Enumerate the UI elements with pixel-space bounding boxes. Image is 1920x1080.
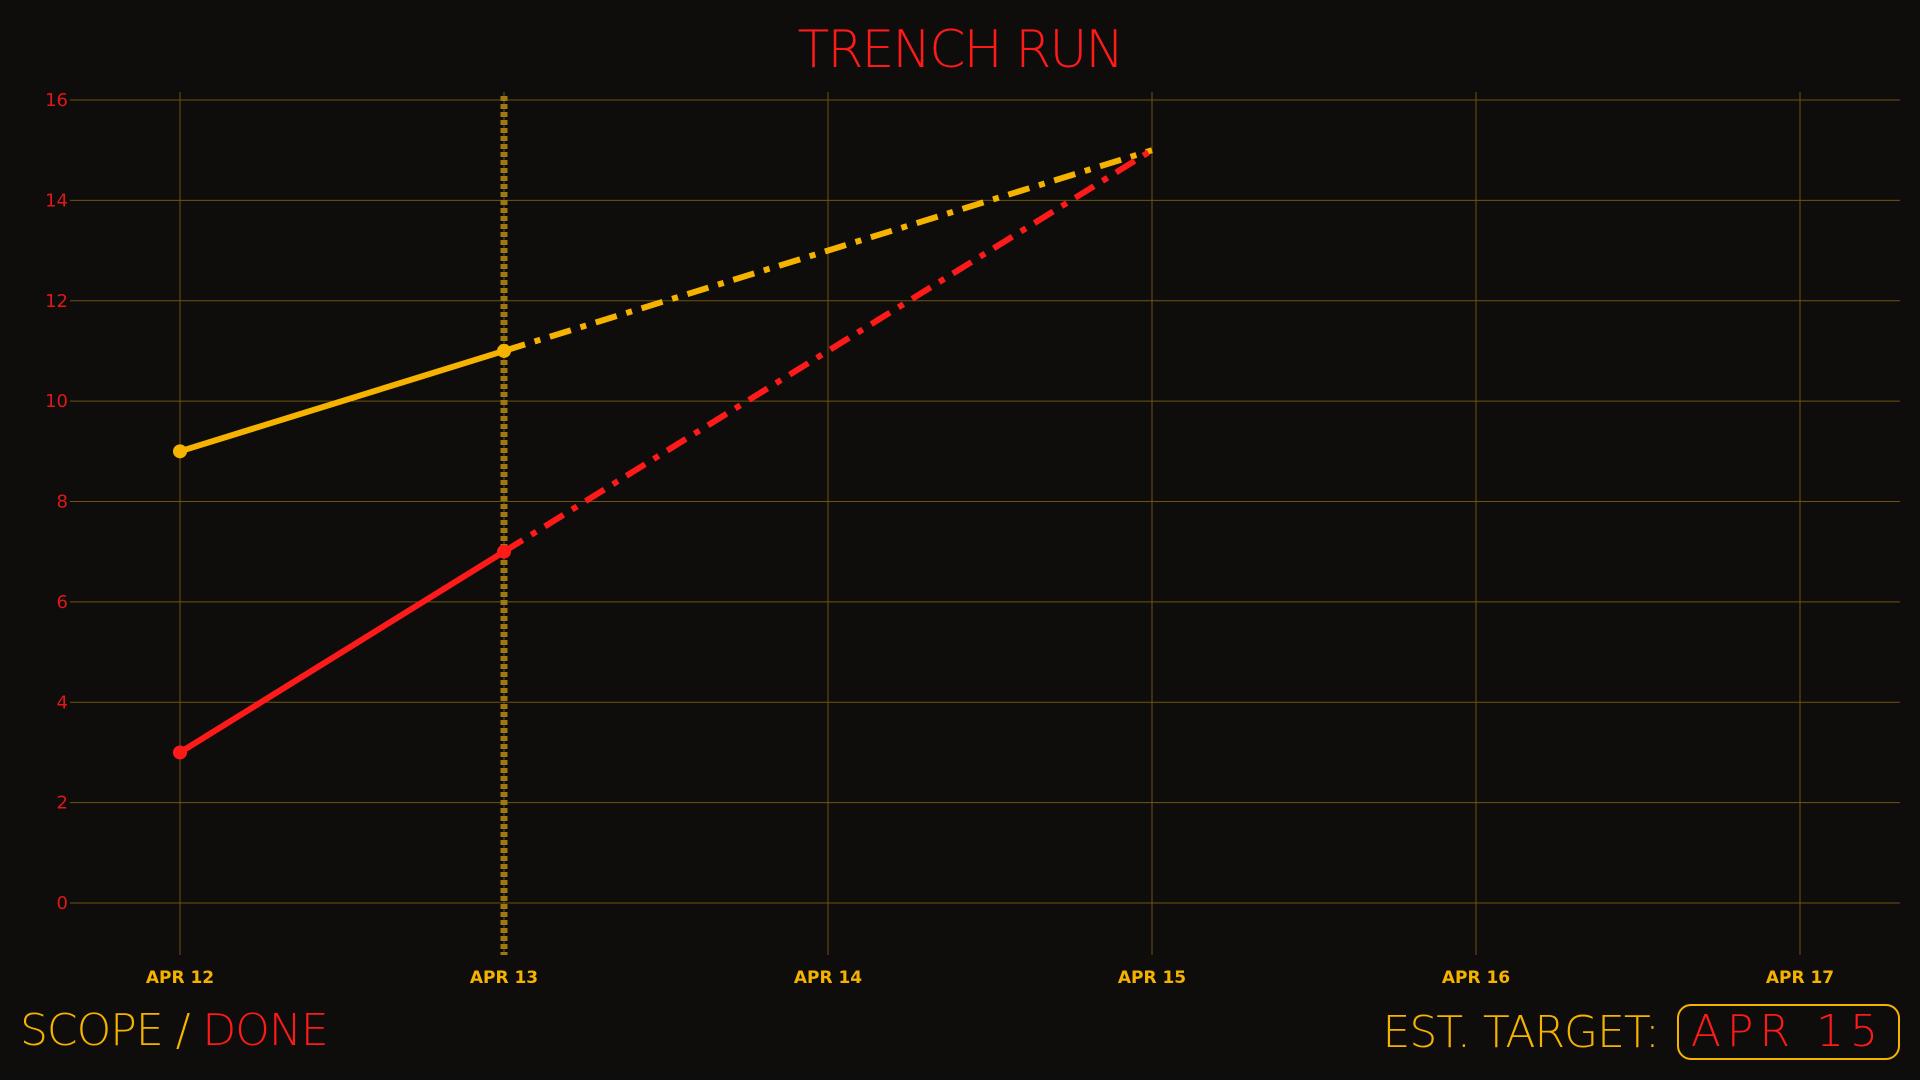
x-tick-label: APR 15 bbox=[1118, 968, 1186, 988]
x-tick-label: APR 14 bbox=[794, 968, 862, 988]
y-tick-label: 12 bbox=[45, 291, 68, 312]
estimated-target: EST. TARGET: APR 15 bbox=[1383, 1004, 1900, 1060]
done-actual-line bbox=[177, 548, 507, 756]
x-axis-ticks: APR 12 APR 13 APR 14 APR 15 APR 16 APR 17 bbox=[146, 968, 1834, 988]
legend: SCOPE / DONE bbox=[20, 1005, 329, 1056]
x-tick-label: APR 12 bbox=[146, 968, 214, 988]
y-tick-label: 16 bbox=[45, 90, 68, 111]
done-data-point bbox=[497, 544, 511, 559]
legend-scope-label: SCOPE bbox=[20, 1005, 164, 1056]
chart-title: TRENCH RUN bbox=[797, 20, 1125, 80]
scope-actual-line bbox=[177, 347, 507, 455]
legend-separator: / bbox=[162, 1005, 203, 1056]
y-tick-label: 2 bbox=[57, 793, 68, 814]
y-tick-label: 0 bbox=[57, 893, 68, 914]
scope-projected-line bbox=[503, 147, 1153, 354]
y-axis-ticks: 0 2 4 6 8 10 12 14 16 bbox=[45, 90, 68, 914]
scope-data-point bbox=[497, 343, 511, 358]
series-lines bbox=[173, 147, 1154, 760]
grid-lines bbox=[70, 92, 1900, 955]
target-label: EST. TARGET: bbox=[1382, 1006, 1660, 1058]
done-projected-line bbox=[502, 147, 1154, 555]
done-data-point bbox=[173, 745, 187, 760]
y-tick-label: 10 bbox=[45, 391, 68, 412]
y-tick-label: 14 bbox=[45, 190, 68, 211]
y-tick-label: 6 bbox=[57, 592, 68, 613]
legend-done-label: DONE bbox=[202, 1005, 328, 1056]
target-value-badge: APR 15 bbox=[1676, 1004, 1900, 1060]
x-tick-label: APR 13 bbox=[470, 968, 538, 988]
x-tick-label: APR 17 bbox=[1766, 968, 1834, 988]
scope-data-point bbox=[173, 444, 187, 459]
y-tick-label: 4 bbox=[57, 692, 68, 713]
y-tick-label: 8 bbox=[57, 492, 68, 513]
x-tick-label: APR 16 bbox=[1442, 968, 1510, 988]
